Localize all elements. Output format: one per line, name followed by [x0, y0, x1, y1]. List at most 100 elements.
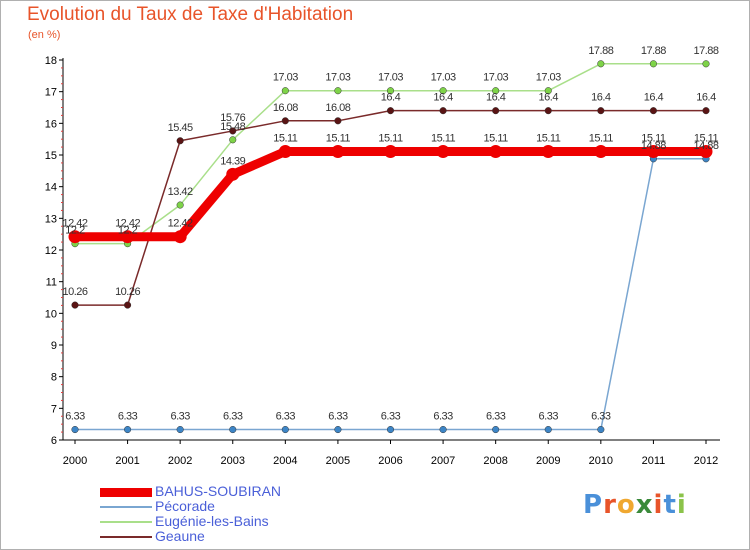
- data-point: [334, 87, 342, 95]
- data-point: [489, 145, 503, 159]
- data-labels: 12.42 12.42 12.42 14.39 15.11 15.11 15.11 15.11…: [62, 45, 719, 423]
- data-label: 12.42: [115, 218, 140, 230]
- legend-swatch: [100, 506, 152, 508]
- data-label: 17.03: [483, 72, 508, 84]
- data-label: 15.11: [536, 133, 561, 145]
- data-point: [384, 145, 397, 159]
- data-label: 16.4: [486, 92, 506, 104]
- logo-letter: i: [653, 490, 664, 520]
- labels-series-4: 10.26 10.26 15.45 15.76 16.08 16.08 16.4 16.4 16…: [62, 92, 716, 298]
- data-point: [492, 87, 500, 95]
- data-label: 15.11: [378, 133, 403, 145]
- data-label: 10.26: [62, 286, 87, 298]
- data-point: [281, 87, 289, 95]
- data-label: 6.33: [539, 411, 559, 423]
- data-point: [386, 426, 395, 434]
- data-label: 17.88: [693, 45, 718, 57]
- x-tick-label: 2012: [694, 455, 718, 467]
- data-point: [544, 426, 552, 434]
- data-label: 6.33: [591, 411, 611, 423]
- x-tick-label: 2009: [536, 455, 560, 467]
- legend-label: Eugénie-les-Bains: [155, 513, 269, 529]
- data-label: 12.2: [118, 225, 138, 237]
- data-label: 14.39: [220, 155, 245, 167]
- data-label: 6.33: [486, 411, 506, 423]
- data-label: 16.4: [696, 92, 716, 104]
- data-label: 14.88: [641, 140, 666, 152]
- y-tick-label: 17: [45, 87, 57, 99]
- x-tick-label: 2010: [589, 455, 613, 467]
- data-label: 12.42: [168, 218, 193, 230]
- data-label: 16.08: [273, 102, 298, 114]
- data-point: [492, 426, 500, 434]
- y-tick-label: 12: [45, 245, 57, 257]
- labels-series-2: 6.33 6.33 6.33 6.33 6.33 6.33 6.33 6.33 6.33 6.33…: [65, 140, 719, 423]
- data-point: [121, 230, 135, 244]
- data-point: [699, 145, 713, 159]
- data-point: [68, 230, 82, 244]
- data-point: [386, 87, 395, 95]
- data-point: [331, 145, 345, 159]
- data-label: 17.88: [641, 45, 666, 57]
- series-4: [71, 107, 710, 309]
- data-label: 6.33: [381, 411, 401, 423]
- data-point: [71, 426, 79, 434]
- y-tick-label: 14: [45, 182, 57, 194]
- y-tick-label: 7: [51, 403, 57, 415]
- data-point: [176, 201, 184, 209]
- data-label: 6.33: [223, 411, 243, 423]
- data-label: 16.08: [325, 102, 350, 114]
- data-label: 16.4: [539, 92, 559, 104]
- data-label: 17.03: [536, 72, 561, 84]
- axes: 6 7 8 9 10 11 12 13 14 15 16 17 18 2000 2001 2002 2003 20…: [45, 55, 720, 467]
- y-tick-label: 6: [51, 435, 57, 447]
- data-point: [646, 145, 660, 159]
- data-label: 17.03: [273, 72, 298, 84]
- data-label: 16.4: [381, 92, 401, 104]
- data-point: [492, 107, 500, 115]
- data-point: [334, 117, 342, 125]
- data-point: [71, 301, 79, 309]
- data-point: [386, 107, 395, 115]
- logo-letter: i: [676, 490, 687, 520]
- data-point: [124, 426, 132, 434]
- data-point: [597, 60, 605, 68]
- series-line: [75, 158, 706, 431]
- x-tick-label: 2003: [221, 455, 245, 467]
- data-point: [124, 301, 132, 309]
- series-3: [71, 60, 710, 248]
- x-tick-label: 2002: [168, 455, 192, 467]
- x-tick-label: 2008: [483, 455, 507, 467]
- data-point: [597, 107, 605, 115]
- data-point: [649, 60, 657, 68]
- data-point: [649, 107, 657, 115]
- x-tick-label: 2007: [431, 455, 455, 467]
- data-point: [226, 167, 240, 181]
- legend-swatch: [100, 536, 152, 538]
- data-point: [176, 137, 184, 145]
- y-tick-label: 9: [51, 340, 57, 352]
- data-label: 15.45: [168, 122, 193, 134]
- data-label: 17.03: [378, 72, 403, 84]
- y-tick-label: 8: [51, 372, 57, 384]
- legend-swatch: [100, 521, 152, 523]
- legend-label: BAHUS-SOUBIRAN: [155, 483, 282, 499]
- x-tick-label: 2011: [642, 455, 666, 467]
- data-label: 15.11: [484, 133, 509, 145]
- data-point: [597, 426, 605, 434]
- x-tick-label: 2001: [115, 455, 139, 467]
- data-point: [436, 145, 450, 159]
- labels-series-1: 12.42 12.42 12.42 14.39 15.11 15.11 15.11 15.11…: [62, 133, 718, 230]
- data-label: 12.42: [62, 218, 87, 230]
- data-point: [541, 145, 555, 159]
- data-point: [594, 145, 608, 159]
- data-label: 10.26: [115, 286, 140, 298]
- y-tick-label: 15: [45, 150, 57, 162]
- y-tick-label: 18: [45, 55, 57, 67]
- x-tick-label: 2006: [378, 455, 402, 467]
- data-label: 15.11: [641, 133, 666, 145]
- series-layer: [68, 60, 713, 434]
- data-label: 6.33: [65, 411, 85, 423]
- data-point: [229, 426, 237, 434]
